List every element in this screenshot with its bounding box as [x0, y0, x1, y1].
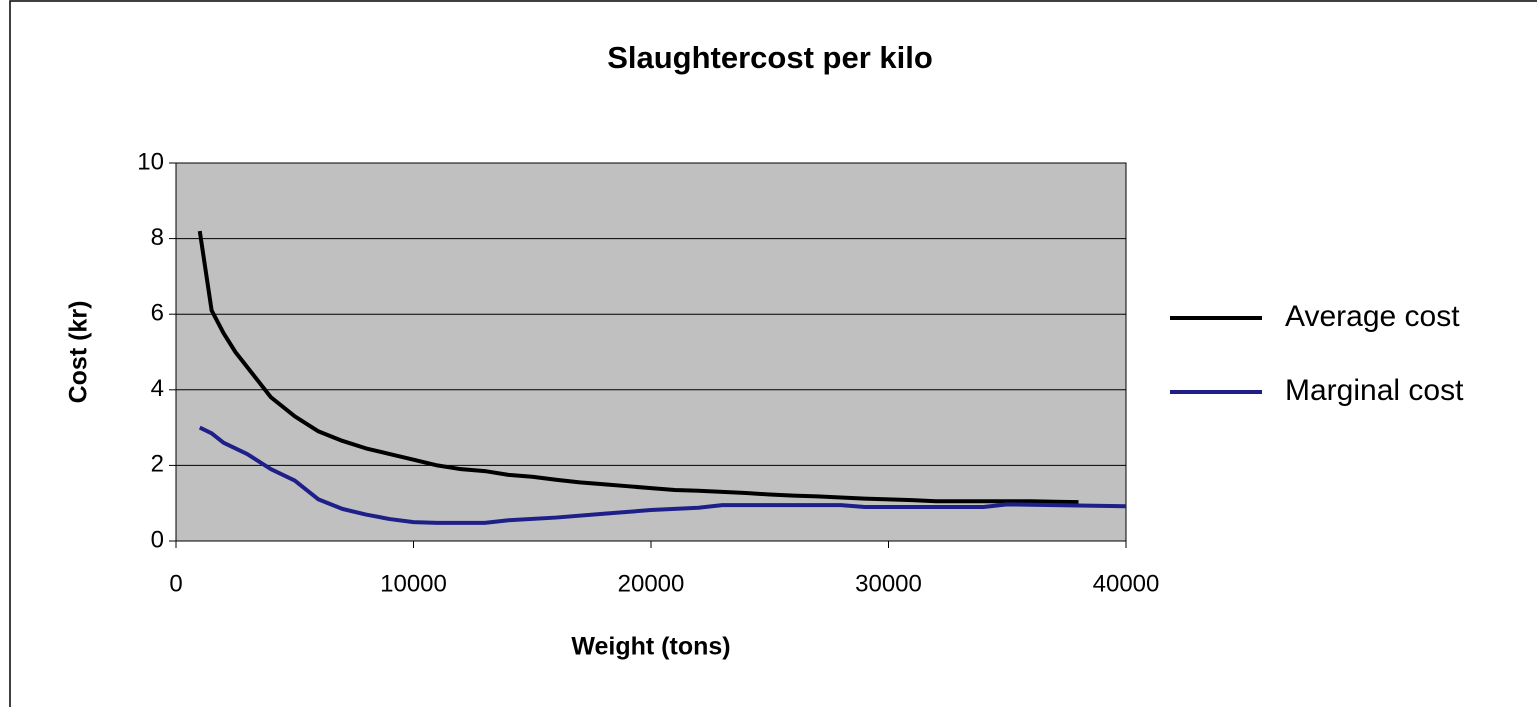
x-tick-label: 30000: [855, 570, 922, 597]
plot-area: [176, 163, 1126, 541]
y-tick-label: 2: [151, 451, 164, 478]
x-tick-label: 20000: [618, 570, 685, 597]
x-tick-label: 0: [169, 570, 182, 597]
y-tick-label: 0: [151, 526, 164, 553]
series-line: [197, 230, 1079, 505]
y-tick-label: 4: [151, 375, 164, 402]
y-tick-label: 6: [151, 300, 164, 327]
x-axis-label: Weight (tons): [571, 633, 730, 661]
legend-label: Marginal cost: [1285, 374, 1464, 407]
y-tick-label: 8: [151, 224, 164, 251]
y-tick-label: 10: [137, 148, 164, 175]
chart-title: Slaughtercost per kilo: [607, 40, 933, 75]
y-axis-label: Cost (kr): [65, 301, 93, 404]
x-tick-label: 10000: [380, 570, 447, 597]
x-tick-label: 40000: [1093, 570, 1160, 597]
legend-label: Average cost: [1285, 300, 1460, 333]
plot-border: [175, 162, 1127, 542]
series-line: [198, 425, 1127, 525]
